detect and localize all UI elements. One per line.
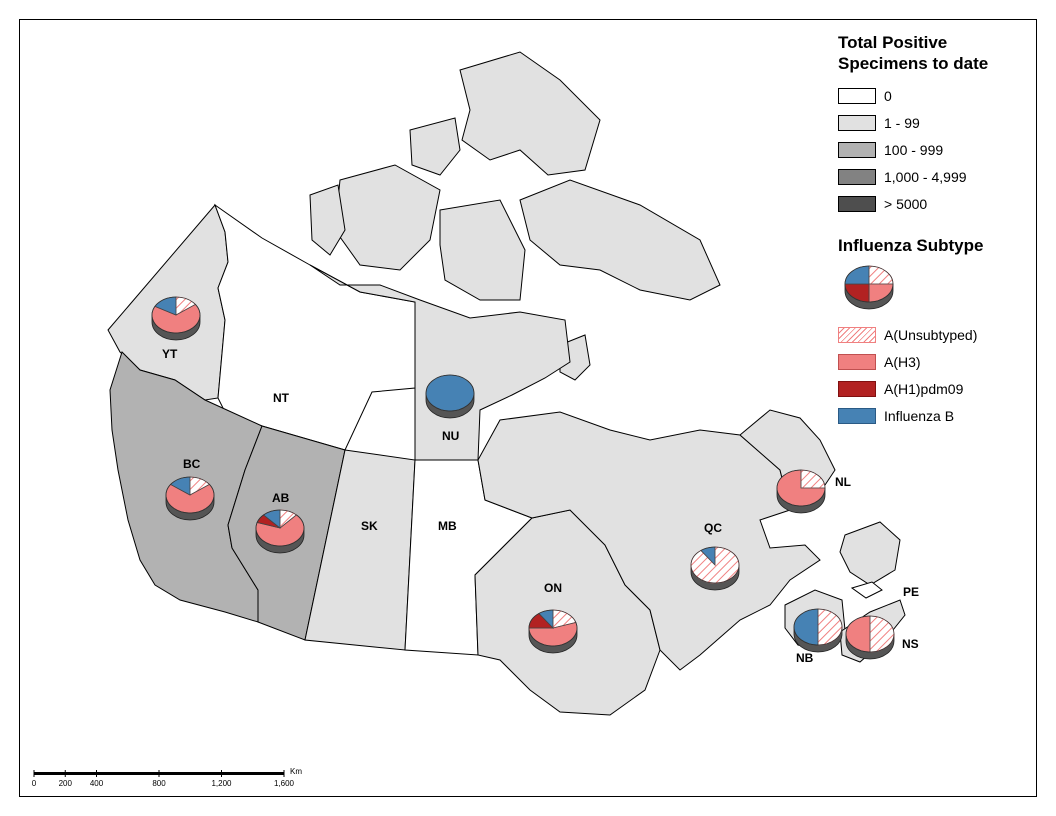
legend-range-swatch [838,88,876,104]
legend-range-label: 1,000 - 4,999 [884,169,967,185]
region-pe [850,581,883,599]
legend-subtype-label: A(H1)pdm09 [884,381,964,397]
legend-range-label: 100 - 999 [884,142,944,158]
legend-subtype-swatch [838,354,876,370]
label-mb: MB [438,519,457,533]
legend-subtype-swatch [838,381,876,397]
pie-on [528,609,578,654]
region-arctic-4 [439,199,526,301]
legend-positive-title: Total Positive Specimens to date [838,33,989,73]
label-sk: SK [361,519,378,533]
pie-qc [690,546,740,591]
scale-unit: Km [290,767,302,776]
region-arctic-6 [409,117,461,176]
legend-subtype-row: A(H1)pdm09 [838,379,963,399]
pie-layer [151,265,895,660]
region-arctic-2 [519,179,721,301]
legend-range-label: 0 [884,88,892,104]
pie-ab [255,509,305,554]
label-nb: NB [796,651,814,665]
region-arctic-1 [459,51,601,176]
legend: Total Positive Specimens to date 0 1 - 9… [838,32,1038,424]
pie-rim [425,374,475,412]
pie-rim [844,265,894,303]
label-ns: NS [902,637,919,651]
scale-tick-label: 400 [90,779,104,788]
legend-subtype-swatch-hatch [838,327,876,343]
legend-subtype-label: A(Unsubtyped) [884,327,978,343]
pie-ns [845,615,895,660]
legend-subtype-row: Influenza B [838,406,954,426]
pie-rim [690,546,740,584]
legend-subtype-title: Influenza Subtype [838,236,984,255]
legend-range-row: > 5000 [838,194,927,214]
region-qc [477,411,821,671]
legend-range-swatch [838,196,876,212]
region-arctic-5 [309,184,346,256]
legend-range-row: 0 [838,86,892,106]
pie-rim [793,608,843,646]
label-qc: QC [704,521,722,535]
label-nl: NL [835,475,851,489]
legend-subtype-row: A(H3) [838,352,921,372]
pie-nu [425,374,475,419]
region-nu [309,264,571,461]
region-arctic-3 [334,164,441,271]
arctic-islands [309,51,721,381]
scale-tick-label: 1,600 [274,779,295,788]
legend-range-swatch [838,115,876,131]
pie-nl [776,469,826,514]
label-yt: YT [162,347,178,361]
pie-rim [528,609,578,647]
scale-bar: 0 200 400 800 1,200 1,600 Km [32,767,303,788]
legend-range-row: 1 - 99 [838,113,920,133]
legend-range-row: 100 - 999 [838,140,943,160]
label-nt: NT [273,391,290,405]
legend-sample-pie [844,265,894,310]
label-pe: PE [903,585,919,599]
region-nl-island [839,521,901,586]
legend-range-swatch [838,142,876,158]
legend-range-label: > 5000 [884,196,928,212]
pie-rim [255,509,305,547]
scale-tick-label: 800 [152,779,166,788]
pie-nb [793,608,843,653]
legend-range-swatch [838,169,876,185]
scale-tick-label: 0 [32,779,37,788]
pie-yt [151,296,201,341]
pie-rim [151,296,201,334]
scale-tick-label: 200 [59,779,73,788]
scale-tick-label: 1,200 [211,779,232,788]
label-nu: NU [442,429,459,443]
pie-rim [165,476,215,514]
pie-rim [845,615,895,653]
label-ab: AB [272,491,290,505]
pie-bc [165,476,215,521]
legend-subtype-label: A(H3) [884,354,921,370]
legend-subtype-label: Influenza B [884,408,955,424]
legend-range-label: 1 - 99 [884,115,920,131]
legend-subtype-swatch [838,408,876,424]
label-bc: BC [183,457,201,471]
label-on: ON [544,581,562,595]
map-frame [19,19,1037,797]
legend-subtype-row: A(Unsubtyped) [838,325,977,345]
pie-rim [776,469,826,507]
legend-range-row: 1,000 - 4,999 [838,167,967,187]
